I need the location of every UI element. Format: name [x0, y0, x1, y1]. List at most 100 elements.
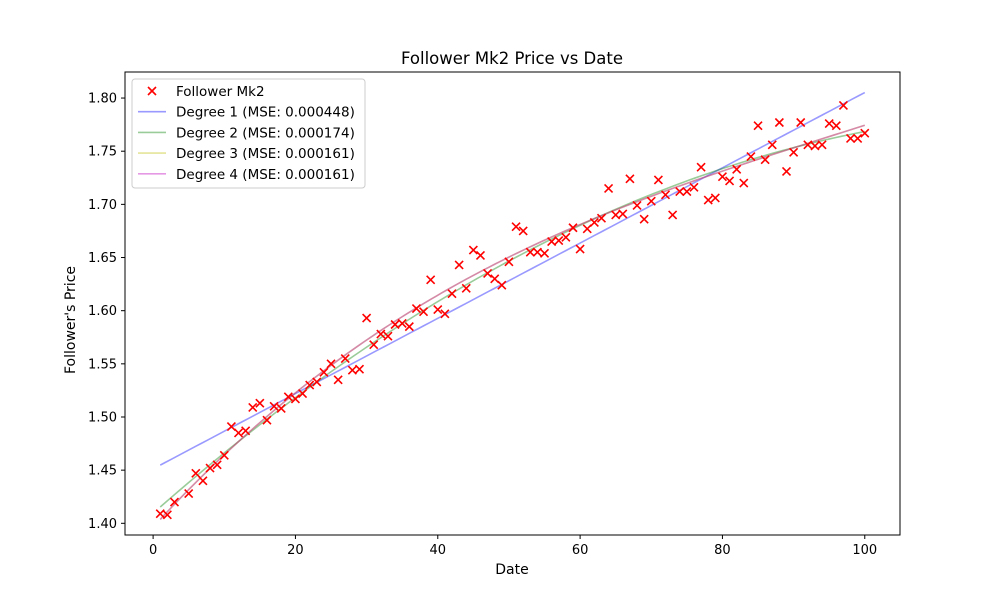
- data-point: [760, 155, 770, 165]
- x-axis-ticks: 0 20 40 60 80 100: [149, 535, 877, 558]
- data-point: [817, 140, 827, 150]
- y-axis-ticks: 1.40 1.45 1.50 1.55 1.60 1.65 1.70 1.75 1.80: [88, 92, 125, 532]
- data-point: [746, 151, 756, 162]
- data-point: [689, 182, 699, 192]
- data-point: [717, 172, 728, 182]
- data-point: [675, 187, 685, 197]
- fit-line-degree-4: [159, 124, 866, 520]
- data-point: [796, 117, 806, 128]
- data-point: [426, 275, 436, 285]
- legend-label: Follower Mk2: [176, 84, 265, 100]
- data-point: [660, 190, 671, 200]
- data-point: [568, 223, 578, 233]
- data-point: [682, 187, 692, 197]
- data-point: [461, 283, 471, 293]
- data-point: [490, 274, 500, 284]
- data-point: [233, 428, 244, 438]
- data-point: [739, 178, 749, 188]
- data-point: [803, 140, 813, 150]
- data-point: [262, 415, 272, 425]
- x-tick-label: 20: [287, 543, 304, 558]
- data-point: [283, 392, 293, 402]
- legend-label: Degree 3 (MSE: 0.000161): [176, 146, 355, 162]
- data-points: [155, 100, 870, 520]
- data-point: [191, 468, 201, 478]
- chart-title: Follower Mk2 Price vs Date: [401, 49, 623, 68]
- data-point: [547, 237, 557, 247]
- data-point: [554, 235, 564, 246]
- data-point: [789, 147, 799, 157]
- legend-label: Degree 2 (MSE: 0.000174): [176, 125, 355, 141]
- x-tick-label: 60: [572, 543, 589, 558]
- data-point: [632, 200, 642, 210]
- data-point: [312, 377, 322, 387]
- data-point: [404, 322, 414, 332]
- data-point: [319, 367, 329, 377]
- data-point: [653, 175, 663, 185]
- data-point: [397, 318, 407, 328]
- legend-box: [131, 78, 366, 189]
- data-point: [447, 289, 457, 299]
- data-point: [376, 329, 386, 339]
- data-point: [305, 380, 315, 390]
- x-tick-label: 80: [714, 543, 731, 558]
- data-point: [860, 128, 870, 138]
- data-point: [625, 174, 635, 184]
- data-point: [362, 313, 372, 323]
- data-point: [703, 195, 713, 205]
- data-point: [575, 244, 585, 254]
- data-point: [390, 319, 400, 330]
- data-point: [497, 280, 507, 290]
- data-point: [732, 164, 742, 174]
- y-tick-label: 1.50: [88, 410, 117, 425]
- data-point: [411, 303, 421, 314]
- data-point: [369, 340, 379, 350]
- data-point: [475, 250, 486, 260]
- data-point: [383, 331, 393, 341]
- y-tick-label: 1.60: [88, 304, 117, 319]
- x-tick-label: 40: [430, 543, 447, 558]
- data-point: [483, 268, 493, 279]
- data-point: [241, 426, 251, 436]
- data-point: [205, 463, 215, 473]
- data-point: [333, 375, 343, 385]
- data-point: [219, 450, 229, 460]
- data-point: [853, 133, 863, 144]
- legend: Follower Mk2 Degree 1 (MSE: 0.000448) Degr…: [131, 78, 366, 189]
- data-point: [561, 232, 571, 242]
- data-point: [504, 257, 514, 267]
- data-point: [326, 359, 336, 369]
- data-point: [582, 224, 592, 234]
- data-point: [276, 403, 286, 414]
- data-point: [618, 209, 628, 219]
- data-point: [611, 210, 621, 220]
- data-point: [155, 509, 165, 519]
- data-point: [290, 394, 301, 404]
- x-axis-label: Date: [495, 562, 528, 578]
- y-axis-label: Follower's Price: [63, 266, 79, 374]
- fit-line-degree-3: [159, 124, 866, 520]
- data-point: [255, 398, 265, 408]
- data-point: [710, 193, 720, 203]
- data-point: [525, 247, 535, 257]
- data-point: [354, 364, 365, 374]
- data-point: [668, 210, 678, 220]
- y-tick-label: 1.80: [88, 92, 117, 107]
- data-point: [639, 214, 649, 224]
- data-point: [753, 121, 763, 131]
- data-point: [810, 141, 820, 151]
- data-point: [767, 140, 777, 150]
- data-point: [269, 401, 279, 411]
- x-tick-label: 100: [852, 543, 877, 558]
- legend-marker-follower: [147, 86, 157, 96]
- data-point: [518, 226, 528, 236]
- data-point: [596, 213, 607, 223]
- y-tick-label: 1.65: [88, 251, 117, 266]
- data-point: [539, 248, 550, 258]
- data-point: [418, 307, 429, 317]
- data-point: [347, 365, 357, 375]
- data-point: [646, 196, 656, 206]
- legend-label: Degree 4 (MSE: 0.000161): [176, 167, 355, 183]
- data-point: [340, 353, 350, 364]
